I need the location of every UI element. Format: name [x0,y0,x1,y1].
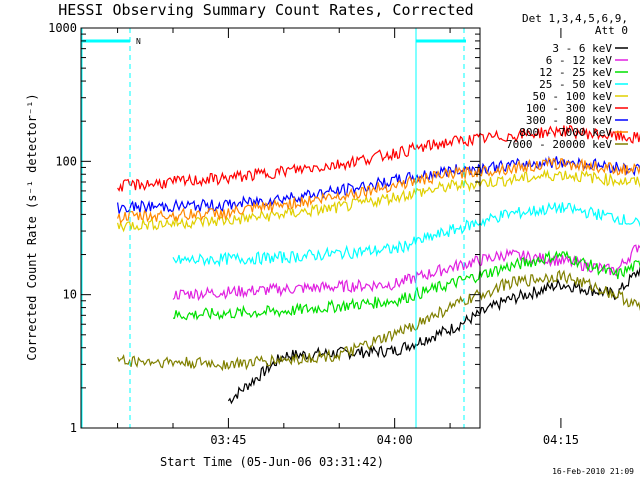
series-line-2 [172,249,640,321]
y-tick-label-1: 10 [63,288,77,302]
plot-frame [80,27,481,429]
legend-label-8: 7000 - 20000 keV [506,138,612,151]
x-tick-label-0: 03:45 [210,433,246,447]
series-line-3 [172,201,640,268]
night-label: N [136,37,141,46]
series-line-8 [117,269,640,372]
y-tick-label-0: 1 [70,421,77,435]
series-line-5 [117,124,640,192]
timestamp: 16-Feb-2010 21:09 [552,467,634,476]
series-line-6 [117,155,640,214]
x-tick-label-1: 04:00 [377,433,413,447]
y-tick-label-2: 100 [55,154,77,168]
legend-label-0: 3 - 6 keV [552,42,612,55]
legend-label-2: 12 - 25 keV [539,66,612,79]
legend-label-1: 6 - 12 keV [546,54,613,67]
legend-label-5: 100 - 300 keV [526,102,612,115]
series-line-0 [227,265,640,405]
legend-label-6: 300 - 800 keV [526,114,612,127]
series-line-1 [172,244,640,302]
x-tick-label-2: 04:15 [543,433,579,447]
y-tick-label-3: 1000 [48,21,77,35]
chart-title: HESSI Observing Summary Count Rates, Cor… [58,1,473,19]
series-line-4 [117,168,640,233]
legend-header-line1: Det 1,3,4,5,6,9, [522,12,628,25]
x-axis-label: Start Time (05-Jun-06 03:31:42) [160,455,384,469]
legend-label-3: 25 - 50 keV [539,78,612,91]
legend-label-4: 50 - 100 keV [533,90,613,103]
y-axis-label: Corrected Count Rate (s⁻¹ detector⁻¹) [25,93,39,360]
legend-label-7: 800 - 7000 keV [519,126,612,139]
series-line-7 [117,157,640,225]
legend-header-line2: Att 0 [595,24,628,37]
